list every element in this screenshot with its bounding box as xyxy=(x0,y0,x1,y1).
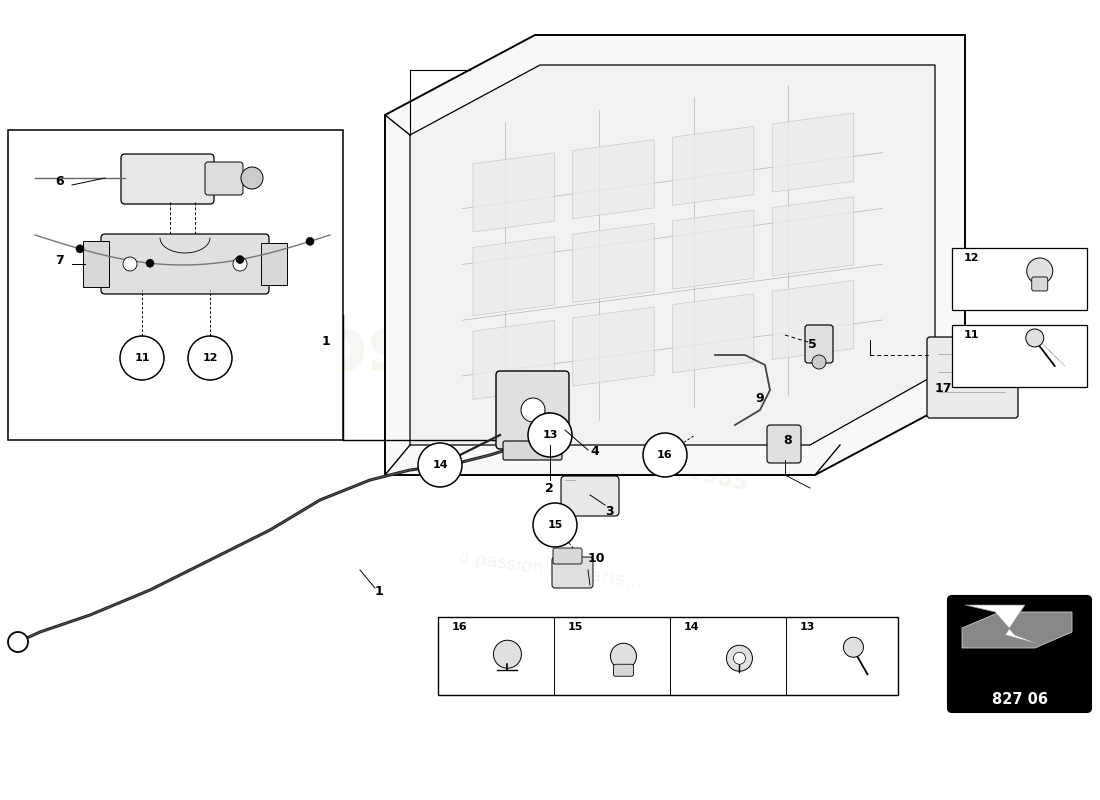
Text: 15: 15 xyxy=(548,520,563,530)
Polygon shape xyxy=(473,237,554,316)
Polygon shape xyxy=(965,605,1042,645)
Polygon shape xyxy=(672,210,754,289)
Text: 16: 16 xyxy=(657,450,673,460)
FancyBboxPatch shape xyxy=(1032,277,1047,291)
Circle shape xyxy=(8,632,28,652)
FancyBboxPatch shape xyxy=(561,476,619,516)
Polygon shape xyxy=(772,281,854,359)
Circle shape xyxy=(644,433,688,477)
FancyBboxPatch shape xyxy=(8,130,343,440)
Polygon shape xyxy=(473,320,554,399)
FancyBboxPatch shape xyxy=(503,441,562,460)
Text: 11: 11 xyxy=(964,330,979,340)
Text: 14: 14 xyxy=(432,460,448,470)
Text: 16: 16 xyxy=(452,622,468,632)
Circle shape xyxy=(233,257,248,271)
Circle shape xyxy=(188,336,232,380)
Text: 13: 13 xyxy=(542,430,558,440)
Circle shape xyxy=(534,503,578,547)
Polygon shape xyxy=(573,223,654,302)
Text: 1: 1 xyxy=(375,585,384,598)
Text: 10: 10 xyxy=(588,552,605,565)
Circle shape xyxy=(610,643,637,670)
FancyBboxPatch shape xyxy=(496,371,569,449)
Text: 8: 8 xyxy=(783,434,792,447)
Circle shape xyxy=(521,398,544,422)
Polygon shape xyxy=(385,35,965,475)
FancyBboxPatch shape xyxy=(948,596,1091,712)
Circle shape xyxy=(734,652,746,664)
Circle shape xyxy=(123,257,138,271)
Circle shape xyxy=(120,336,164,380)
FancyBboxPatch shape xyxy=(438,617,898,695)
Circle shape xyxy=(1025,329,1044,347)
Circle shape xyxy=(146,259,154,267)
Circle shape xyxy=(726,646,752,671)
Circle shape xyxy=(844,638,864,658)
Text: artes: artes xyxy=(569,363,792,437)
Circle shape xyxy=(494,640,521,668)
Text: a passion for parts...: a passion for parts... xyxy=(456,548,644,592)
Text: 827 06: 827 06 xyxy=(992,691,1048,706)
Circle shape xyxy=(1026,258,1053,284)
Circle shape xyxy=(76,245,84,253)
FancyBboxPatch shape xyxy=(952,248,1087,310)
Text: eurosp: eurosp xyxy=(172,313,469,387)
Circle shape xyxy=(528,413,572,457)
Text: 13: 13 xyxy=(800,622,815,632)
FancyBboxPatch shape xyxy=(805,325,833,363)
Text: Since 1985: Since 1985 xyxy=(610,446,749,494)
FancyBboxPatch shape xyxy=(553,548,582,564)
Text: 5: 5 xyxy=(807,338,816,351)
Polygon shape xyxy=(772,197,854,276)
Text: 7: 7 xyxy=(55,254,64,267)
Polygon shape xyxy=(672,126,754,206)
Circle shape xyxy=(241,167,263,189)
Circle shape xyxy=(418,443,462,487)
Text: 12: 12 xyxy=(202,353,218,363)
Text: 1: 1 xyxy=(322,335,331,348)
Text: 12: 12 xyxy=(964,253,979,263)
FancyBboxPatch shape xyxy=(952,325,1087,387)
Text: 14: 14 xyxy=(684,622,700,632)
Text: 9: 9 xyxy=(755,392,763,405)
FancyBboxPatch shape xyxy=(82,241,109,287)
Polygon shape xyxy=(573,307,654,386)
Circle shape xyxy=(812,355,826,369)
Text: 3: 3 xyxy=(605,505,614,518)
Text: 2: 2 xyxy=(544,482,553,495)
Text: 17: 17 xyxy=(935,382,953,395)
FancyBboxPatch shape xyxy=(205,162,243,195)
FancyBboxPatch shape xyxy=(261,243,287,285)
Polygon shape xyxy=(772,113,854,192)
FancyBboxPatch shape xyxy=(121,154,214,204)
Text: 11: 11 xyxy=(134,353,150,363)
Polygon shape xyxy=(473,153,554,232)
Text: 15: 15 xyxy=(568,622,583,632)
FancyBboxPatch shape xyxy=(614,664,634,676)
Circle shape xyxy=(306,238,313,246)
FancyBboxPatch shape xyxy=(927,337,1018,418)
Polygon shape xyxy=(573,140,654,218)
Text: 4: 4 xyxy=(590,445,598,458)
Text: 6: 6 xyxy=(55,175,64,188)
Polygon shape xyxy=(672,294,754,373)
Circle shape xyxy=(236,255,244,263)
FancyBboxPatch shape xyxy=(767,425,801,463)
FancyBboxPatch shape xyxy=(101,234,270,294)
FancyBboxPatch shape xyxy=(552,557,593,588)
Polygon shape xyxy=(410,65,935,445)
Polygon shape xyxy=(962,612,1072,648)
